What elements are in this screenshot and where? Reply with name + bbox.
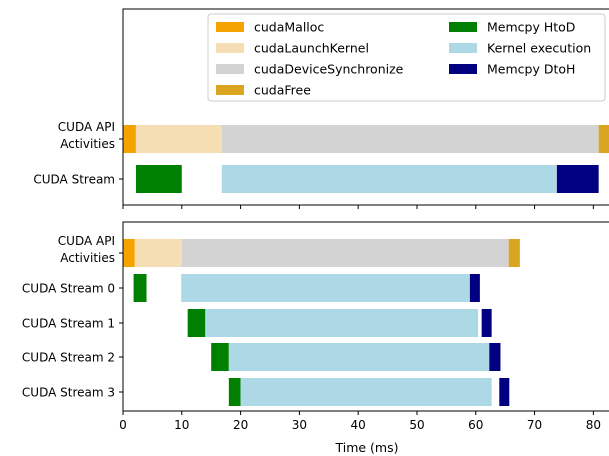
legend-swatch-cudaMalloc <box>216 22 244 32</box>
x-tick-label: 10 <box>174 418 189 432</box>
axes-layer: CUDA API Activities CUDA Stream CUDA API Act… <box>22 8 609 432</box>
legend-label-cudaFree: cudaFree <box>254 83 311 98</box>
legend-swatch-cudaDeviceSynchronize <box>216 64 244 74</box>
legend-label-memcpy-dtoh: Memcpy DtoH <box>487 62 575 77</box>
x-tick-label: 80 <box>586 418 601 432</box>
bar-cudaFree <box>508 239 520 267</box>
bar-kernel <box>181 274 470 302</box>
legend: cudaMalloc cudaLaunchKernel cudaDeviceSync… <box>207 13 606 102</box>
bar-cudaLaunchKernel <box>135 125 222 153</box>
bar-kernel <box>228 343 490 371</box>
bar-kernel <box>240 378 492 406</box>
y-tick-label: CUDA Stream 2 <box>22 351 115 365</box>
y-tick-label: CUDA Stream 3 <box>22 386 115 400</box>
bar-memcpy-htod <box>133 274 147 302</box>
legend-label-kernel: Kernel execution <box>487 41 591 56</box>
bar-cudaDeviceSynchronize <box>181 239 509 267</box>
y-tick-label: CUDA Stream <box>33 173 115 187</box>
bar-cudaFree <box>598 125 609 153</box>
x-tick-label: 0 <box>119 418 127 432</box>
x-tick-label: 60 <box>468 418 483 432</box>
bars-layer <box>123 125 609 406</box>
legend-swatch-cudaLaunchKernel <box>216 43 244 53</box>
bar-memcpy-dtoh <box>469 274 480 302</box>
x-tick-label: 20 <box>233 418 248 432</box>
panel-frame <box>122 221 609 412</box>
panel-frame <box>122 8 609 206</box>
y-tick-label: CUDA Stream 1 <box>22 317 115 331</box>
legend-label-cudaMalloc: cudaMalloc <box>254 20 324 35</box>
bar-memcpy-dtoh <box>481 309 492 337</box>
bar-cudaMalloc <box>123 125 136 153</box>
bar-memcpy-dtoh <box>489 343 501 371</box>
bar-kernel <box>221 165 557 193</box>
legend-swatch-memcpy-dtoh <box>449 64 477 74</box>
bar-kernel <box>205 309 479 337</box>
legend-swatch-kernel <box>449 43 477 53</box>
x-tick-label: 30 <box>292 418 307 432</box>
bar-cudaDeviceSynchronize <box>221 125 599 153</box>
bar-memcpy-dtoh <box>556 165 599 193</box>
legend-label-memcpy-htod: Memcpy HtoD <box>487 20 575 35</box>
bar-cudaMalloc <box>123 239 135 267</box>
legend-label-cudaLaunchKernel: cudaLaunchKernel <box>254 41 369 56</box>
legend-label-cudaDeviceSynchronize: cudaDeviceSynchronize <box>254 62 404 77</box>
y-tick-label: CUDA Stream 0 <box>22 282 115 296</box>
x-tick-label: 70 <box>527 418 542 432</box>
bar-memcpy-htod <box>211 343 229 371</box>
bar-memcpy-htod <box>135 165 182 193</box>
y-tick-label: CUDA API Activities <box>58 120 115 151</box>
y-tick-label: CUDA API Activities <box>58 234 115 265</box>
legend-box <box>207 13 606 102</box>
x-axis-label: Time (ms) <box>334 440 398 455</box>
bar-memcpy-htod <box>228 378 241 406</box>
bar-memcpy-htod <box>187 309 206 337</box>
bar-cudaLaunchKernel <box>134 239 182 267</box>
x-tick-label: 40 <box>351 418 366 432</box>
legend-swatch-cudaFree <box>216 85 244 95</box>
legend-swatch-memcpy-htod <box>449 22 477 32</box>
bar-memcpy-dtoh <box>499 378 510 406</box>
x-tick-label: 50 <box>409 418 424 432</box>
